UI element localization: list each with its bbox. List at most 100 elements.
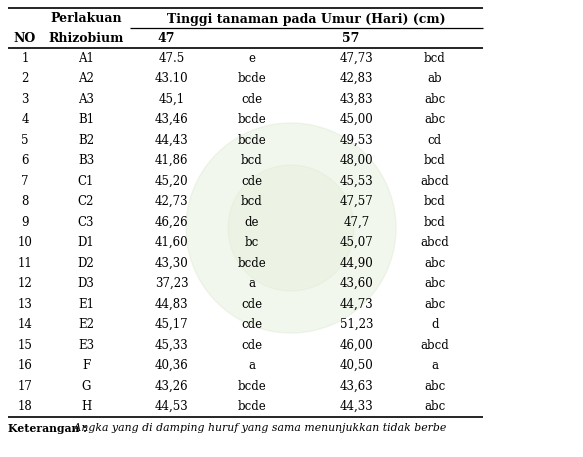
Text: Rhizobium: Rhizobium <box>48 32 124 44</box>
Text: 44,43: 44,43 <box>154 134 188 147</box>
Text: 5: 5 <box>21 134 29 147</box>
Text: 44,73: 44,73 <box>340 298 374 311</box>
Text: 44,83: 44,83 <box>155 298 188 311</box>
Text: 43,83: 43,83 <box>340 93 374 106</box>
Text: 2: 2 <box>22 72 29 85</box>
Text: D3: D3 <box>78 277 94 290</box>
Text: 6: 6 <box>21 154 29 167</box>
Text: abcd: abcd <box>420 339 449 352</box>
Text: 44,33: 44,33 <box>340 400 374 413</box>
Text: 47.5: 47.5 <box>159 52 185 65</box>
Text: 48,00: 48,00 <box>340 154 374 167</box>
Text: 3: 3 <box>21 93 29 106</box>
Text: bcde: bcde <box>238 72 266 85</box>
Text: B3: B3 <box>78 154 94 167</box>
Text: bcde: bcde <box>238 113 266 126</box>
Text: 12: 12 <box>17 277 33 290</box>
Text: cde: cde <box>241 339 262 352</box>
Text: a: a <box>431 359 438 372</box>
Text: 43,46: 43,46 <box>154 113 188 126</box>
Text: 45,00: 45,00 <box>340 113 374 126</box>
Text: bcde: bcde <box>238 380 266 393</box>
Text: abc: abc <box>424 257 445 270</box>
Text: 17: 17 <box>17 380 33 393</box>
Text: 18: 18 <box>17 400 33 413</box>
Text: 11: 11 <box>17 257 33 270</box>
Text: D1: D1 <box>78 236 94 249</box>
Text: Keterangan :: Keterangan : <box>8 423 87 434</box>
Text: 37,23: 37,23 <box>155 277 188 290</box>
Text: abc: abc <box>424 93 445 106</box>
Text: 45,33: 45,33 <box>154 339 188 352</box>
Text: 40,50: 40,50 <box>340 359 374 372</box>
Text: A1: A1 <box>78 52 94 65</box>
Text: E1: E1 <box>78 298 94 311</box>
Text: bcd: bcd <box>424 154 446 167</box>
Text: A3: A3 <box>78 93 94 106</box>
Text: cde: cde <box>241 93 262 106</box>
Text: 43,60: 43,60 <box>340 277 374 290</box>
Text: C2: C2 <box>78 195 94 208</box>
Text: d: d <box>431 318 438 331</box>
Text: 41,60: 41,60 <box>155 236 188 249</box>
Text: 49,53: 49,53 <box>340 134 374 147</box>
Text: 42,73: 42,73 <box>155 195 188 208</box>
Text: a: a <box>248 359 255 372</box>
Text: ab: ab <box>427 72 442 85</box>
Text: abc: abc <box>424 277 445 290</box>
Text: 40,36: 40,36 <box>154 359 188 372</box>
Text: bc: bc <box>245 236 259 249</box>
Polygon shape <box>228 165 354 291</box>
Text: F: F <box>82 359 90 372</box>
Text: Angka yang di damping huruf yang sama menunjukkan tidak berbe: Angka yang di damping huruf yang sama me… <box>70 423 446 433</box>
Text: de: de <box>245 216 259 229</box>
Text: 8: 8 <box>22 195 29 208</box>
Text: abc: abc <box>424 400 445 413</box>
Text: e: e <box>248 52 255 65</box>
Text: 44,53: 44,53 <box>154 400 188 413</box>
Text: 44,90: 44,90 <box>340 257 374 270</box>
Text: B1: B1 <box>78 113 94 126</box>
Text: 47,7: 47,7 <box>343 216 370 229</box>
Text: 47,73: 47,73 <box>340 52 374 65</box>
Text: 41,86: 41,86 <box>155 154 188 167</box>
Text: NO: NO <box>14 32 36 44</box>
Text: A2: A2 <box>78 72 94 85</box>
Text: 1: 1 <box>22 52 29 65</box>
Text: cde: cde <box>241 175 262 188</box>
Text: bcd: bcd <box>241 154 263 167</box>
Text: 45,53: 45,53 <box>340 175 374 188</box>
Text: 45,17: 45,17 <box>155 318 188 331</box>
Text: 43.10: 43.10 <box>155 72 188 85</box>
Text: 57: 57 <box>342 32 359 44</box>
Text: B2: B2 <box>78 134 94 147</box>
Polygon shape <box>186 123 396 333</box>
Text: abcd: abcd <box>420 175 449 188</box>
Text: H: H <box>81 400 91 413</box>
Text: cd: cd <box>428 134 442 147</box>
Text: 7: 7 <box>21 175 29 188</box>
Text: 46,26: 46,26 <box>155 216 188 229</box>
Text: 15: 15 <box>17 339 33 352</box>
Text: bcde: bcde <box>238 400 266 413</box>
Text: bcd: bcd <box>241 195 263 208</box>
Text: D2: D2 <box>78 257 94 270</box>
Text: 47: 47 <box>157 32 175 44</box>
Text: 45,07: 45,07 <box>340 236 374 249</box>
Text: 47,57: 47,57 <box>340 195 374 208</box>
Text: 43,63: 43,63 <box>340 380 374 393</box>
Text: 10: 10 <box>17 236 33 249</box>
Text: abc: abc <box>424 380 445 393</box>
Text: bcd: bcd <box>424 52 446 65</box>
Text: 43,30: 43,30 <box>154 257 188 270</box>
Text: 45,1: 45,1 <box>159 93 185 106</box>
Text: 9: 9 <box>21 216 29 229</box>
Text: Tinggi tanaman pada Umur (Hari) (cm): Tinggi tanaman pada Umur (Hari) (cm) <box>167 12 446 26</box>
Text: G: G <box>81 380 91 393</box>
Text: bcd: bcd <box>424 195 446 208</box>
Text: 51,23: 51,23 <box>340 318 374 331</box>
Text: 13: 13 <box>17 298 33 311</box>
Text: cde: cde <box>241 298 262 311</box>
Text: Perlakuan: Perlakuan <box>50 12 122 26</box>
Text: C1: C1 <box>78 175 94 188</box>
